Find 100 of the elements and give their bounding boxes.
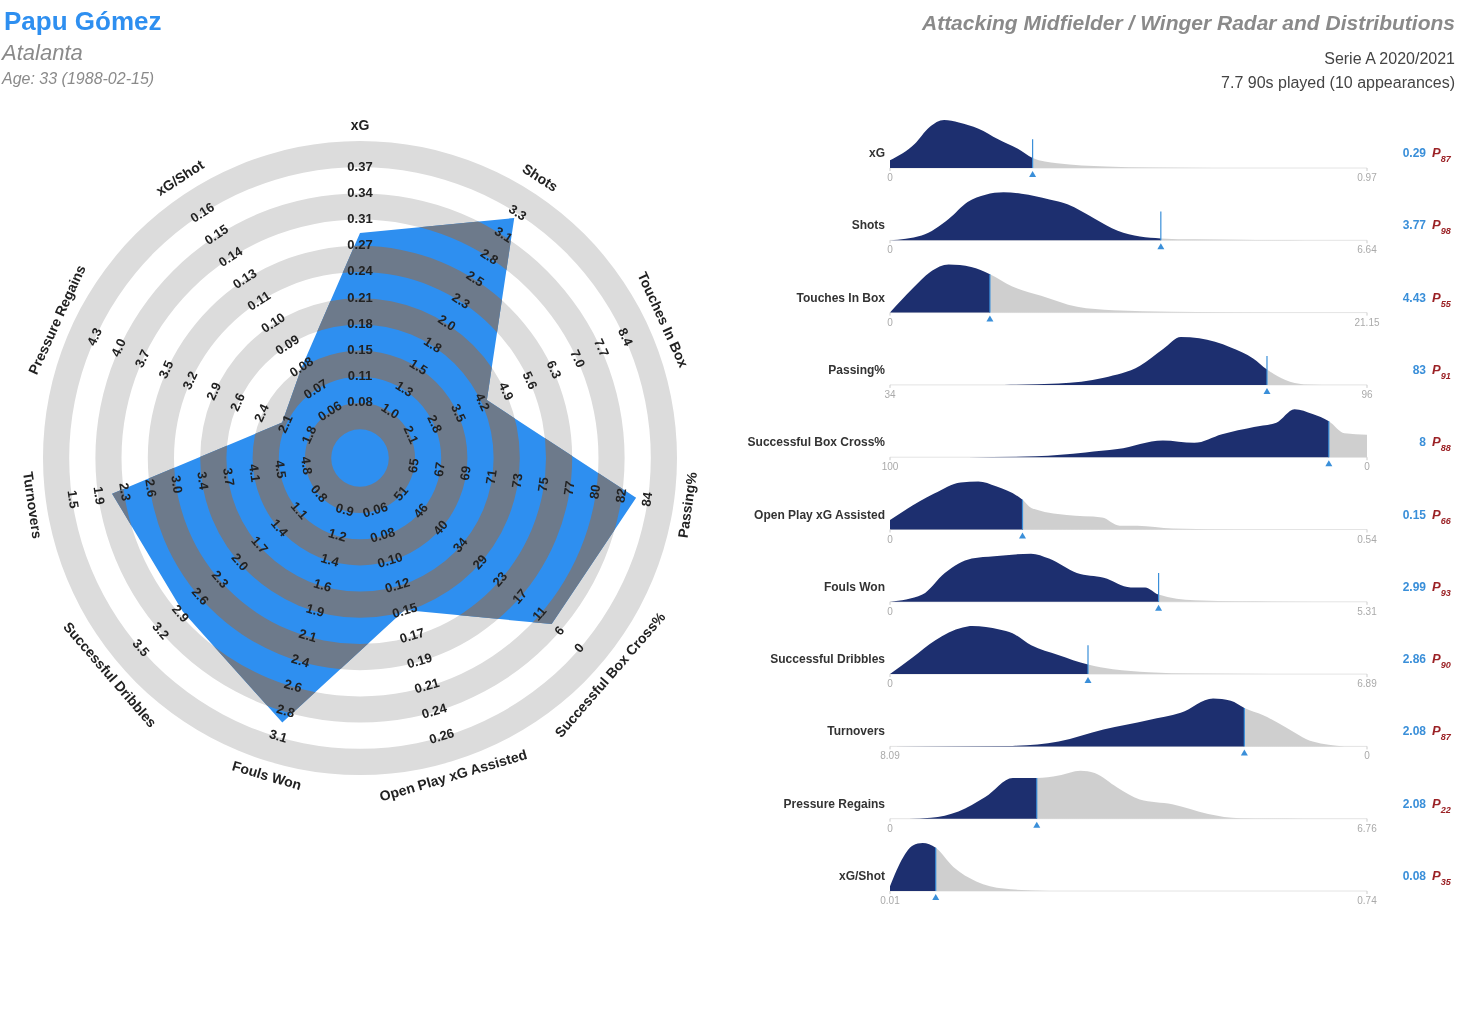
chart-title: Papu Gómez xyxy=(4,6,162,36)
text: 4.1 xyxy=(246,463,264,484)
text: Successful Dribbles xyxy=(770,652,886,667)
text: 4.2 xyxy=(471,390,494,414)
text: 0.15 xyxy=(390,599,419,622)
text: 0.15 xyxy=(347,342,373,358)
text: P$_{88}$ xyxy=(1432,434,1452,454)
text: 2.5 xyxy=(463,267,487,290)
ref-line-label: 8 xyxy=(1419,435,1427,450)
text: P$_{90}$ xyxy=(1432,651,1451,671)
x-tick-label: 0.74 xyxy=(1357,895,1378,906)
text: P$_{22}$ xyxy=(1432,795,1451,815)
spoke-label: xG xyxy=(350,116,370,133)
text: 2.4 xyxy=(250,401,272,425)
text: P$_{35}$ xyxy=(1432,868,1452,887)
text: xG/Shot xyxy=(838,869,885,883)
text: 4.9 xyxy=(495,379,517,403)
text: 7.7 xyxy=(591,336,613,359)
text: 3.5 xyxy=(448,401,470,425)
text: 3.1 xyxy=(491,223,516,246)
text: P$_{93}$ xyxy=(1432,578,1451,598)
x-tick-label: 0.54 xyxy=(1357,533,1378,545)
text: 0.06 xyxy=(360,498,390,521)
text: P$_{87}$ xyxy=(1432,145,1452,164)
text: 2.3 xyxy=(449,289,473,312)
text: 75 xyxy=(534,476,552,493)
text: 69 xyxy=(456,464,474,482)
text: 0.10 xyxy=(375,549,405,571)
text: 1.4 xyxy=(319,550,341,570)
text: 17 xyxy=(509,585,530,607)
x-tick-label: 100 xyxy=(881,461,899,473)
text: 2.1 xyxy=(274,412,296,436)
ref-line-label: 2.86 xyxy=(1402,652,1427,667)
spoke-label: Turnovers xyxy=(19,470,46,540)
text: 1.9 xyxy=(304,600,327,621)
text: 3.7 xyxy=(220,466,238,487)
ref-line-label: 2.08 xyxy=(1402,724,1427,739)
text: 1.3 xyxy=(392,377,417,400)
text: 0.9 xyxy=(334,500,356,520)
text: 65 xyxy=(404,457,422,474)
text: 4.8 xyxy=(297,455,316,476)
x-tick-label: 0.97 xyxy=(1357,172,1378,183)
text: 0.34 xyxy=(347,184,373,200)
text: 1.8 xyxy=(421,333,445,356)
text: 2.0 xyxy=(435,311,459,334)
x-tick-label: 21.15 xyxy=(1354,316,1380,328)
text: 0.08 xyxy=(368,524,397,546)
text: Successful Box Cross% xyxy=(747,435,886,450)
text: Fouls Won xyxy=(823,579,885,594)
text: P$_{55}$ xyxy=(1432,289,1452,309)
text: 84 xyxy=(638,491,656,508)
text: 77 xyxy=(560,479,578,497)
text: 82 xyxy=(612,487,630,504)
text: 2.6 xyxy=(226,390,249,414)
text: 0.21 xyxy=(347,289,373,305)
text: 73 xyxy=(508,472,526,489)
text: 2.6 xyxy=(282,675,304,696)
x-tick-label: 6.64 xyxy=(1357,244,1378,256)
text: Touches In Box xyxy=(796,290,886,305)
text: 3.1 xyxy=(267,726,290,746)
text: 4.3 xyxy=(83,325,106,349)
text: 11 xyxy=(529,603,550,624)
ref-line-label: 2.08 xyxy=(1402,796,1427,811)
text: 2.6 xyxy=(142,478,160,499)
ref-line-label: 0.08 xyxy=(1402,869,1427,883)
text: 40 xyxy=(429,517,451,539)
ref-line-label: 2.99 xyxy=(1402,579,1427,594)
text: 1.5 xyxy=(64,489,82,510)
text: 0.17 xyxy=(397,624,427,647)
text: 1.5 xyxy=(406,355,431,378)
text: 2.9 xyxy=(203,379,225,403)
text: 3.7 xyxy=(131,347,153,370)
text: 4.5 xyxy=(271,459,290,480)
text: 67 xyxy=(430,461,448,478)
chart-subtitle: Atalanta xyxy=(0,40,83,65)
text: 0 xyxy=(570,640,588,656)
text: 0.19 xyxy=(405,649,434,672)
text: 7.7 90s played (10 appearances) xyxy=(1221,74,1455,91)
ref-line-label: 4.43 xyxy=(1402,290,1427,305)
text: Attacking Midfielder / Winger Radar and Distributions xyxy=(920,11,1455,34)
text: 3.3 xyxy=(506,201,530,224)
text: Age: 33 (1988-02-15) xyxy=(1,70,155,87)
x-tick-label: 5.31 xyxy=(1357,605,1378,617)
x-tick-label: 6.76 xyxy=(1357,822,1378,834)
text: Shots xyxy=(851,218,886,233)
text: 3.5 xyxy=(155,358,177,381)
text: Passing% xyxy=(828,362,886,377)
text: 7.0 xyxy=(567,347,589,370)
text: 0.37 xyxy=(347,158,373,174)
text: 0.26 xyxy=(427,725,456,747)
text: 71 xyxy=(482,468,500,486)
text: 3.2 xyxy=(179,368,201,392)
ref-line-label: 3.77 xyxy=(1402,218,1427,233)
text: 4.0 xyxy=(107,336,129,359)
text: 0.24 xyxy=(419,700,449,722)
text: xG xyxy=(868,146,885,160)
text: 0.21 xyxy=(412,674,442,697)
text: 46 xyxy=(410,500,431,521)
x-tick-label: 6.89 xyxy=(1357,678,1378,690)
text: 8.4 xyxy=(614,325,637,349)
